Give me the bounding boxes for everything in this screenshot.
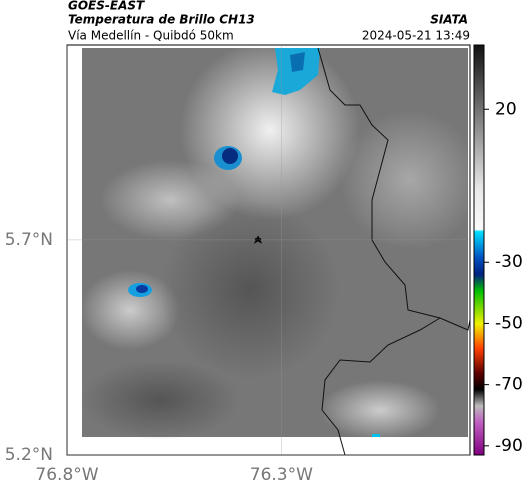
y-tick-label: 5.7°N [5, 230, 53, 250]
imagery [80, 40, 480, 456]
colorbar-tick-label: -30 [495, 252, 523, 272]
x-tick-label: 76.8°W [35, 465, 98, 485]
colorbar-tick-label: -70 [495, 375, 523, 395]
colorbar-tick-label: -90 [495, 436, 523, 456]
timestamp: 2024-05-21 13:49 [362, 29, 470, 43]
y-tick-label: 5.2°N [5, 445, 53, 465]
x-tick-label: 76.3°W [250, 465, 313, 485]
colorbar [473, 44, 485, 456]
brand: SIATA [430, 13, 468, 27]
region: Vía Medellín - Quibdó 50km [68, 29, 234, 43]
product: Temperatura de Brillo CH13 [68, 13, 255, 27]
colorbar-tick-label: -50 [495, 313, 523, 333]
colorbar-tick-label: 20 [495, 99, 517, 119]
source: GOES-EAST [68, 0, 145, 13]
